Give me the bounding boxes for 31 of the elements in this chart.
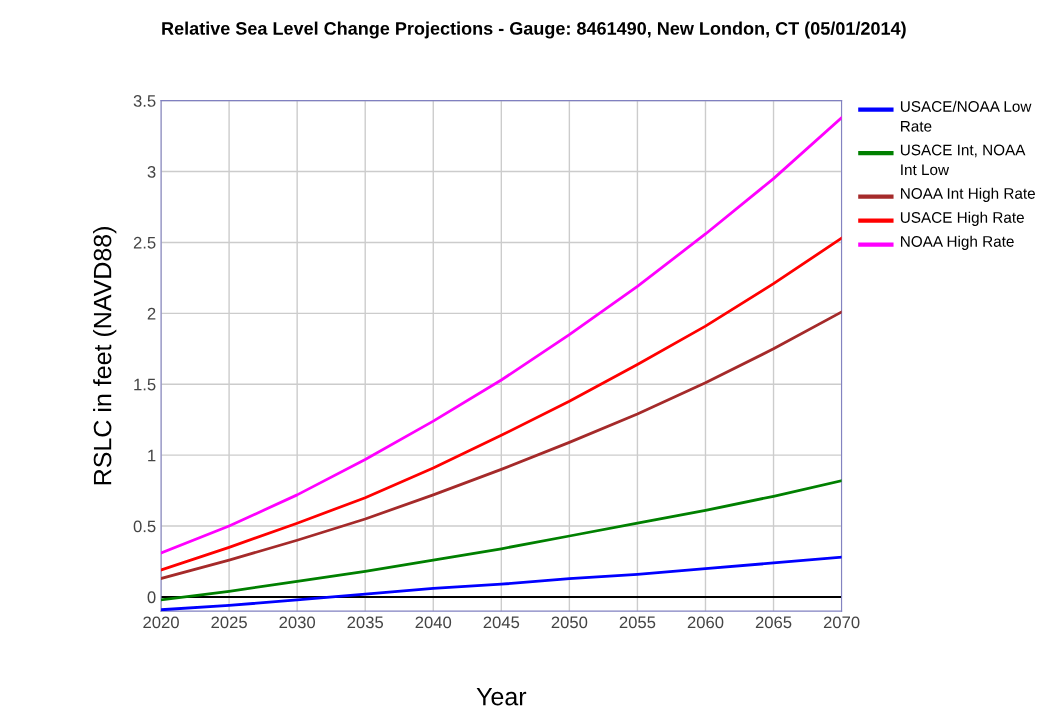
y-tick-label: 1.5 <box>134 378 156 391</box>
x-tick-label: 2030 <box>279 616 316 629</box>
y-axis-title: RSLC in feet (NAVD88) <box>93 227 117 485</box>
x-tick-label: 2050 <box>551 616 588 629</box>
y-tick-label: 0 <box>147 591 156 604</box>
x-tick-label: 2070 <box>823 616 860 629</box>
chart-title: Relative Sea Level Change Projections - Gauge: 8461490, New London, CT (05/01/2014) <box>162 21 906 39</box>
line-series <box>161 479 842 602</box>
line-series <box>161 236 842 572</box>
x-tick-label: 2060 <box>687 616 724 629</box>
legend-label: NOAA Int High Rate <box>901 187 1035 202</box>
legend-label: USACE Int, NOAA Int Low <box>900 144 1026 176</box>
x-tick-label: 2045 <box>483 616 520 629</box>
y-tick-label: 2.5 <box>133 236 156 249</box>
legend-label: USACE High Rate <box>900 211 1024 226</box>
x-axis-title: Year <box>476 688 527 706</box>
y-tick-label: 0.5 <box>133 520 156 533</box>
legend-label: NOAA High Rate <box>901 235 1014 250</box>
y-tick-label: 3.5 <box>133 95 156 107</box>
x-tick-label: 2020 <box>143 616 179 629</box>
line-series <box>161 310 842 580</box>
x-tick-label: 2035 <box>347 616 384 629</box>
x-tick-label: 2040 <box>415 616 452 629</box>
line-series <box>161 116 842 555</box>
x-tick-label: 2065 <box>755 616 792 629</box>
y-tick-label: 1 <box>148 449 156 462</box>
legend-label: USACE/NOAA Low Rate <box>900 100 1032 132</box>
y-tick-label: 2 <box>147 307 156 320</box>
y-tick-label: 3 <box>147 165 156 178</box>
x-tick-label: 2055 <box>619 616 656 629</box>
x-tick-label: 2025 <box>211 616 247 629</box>
